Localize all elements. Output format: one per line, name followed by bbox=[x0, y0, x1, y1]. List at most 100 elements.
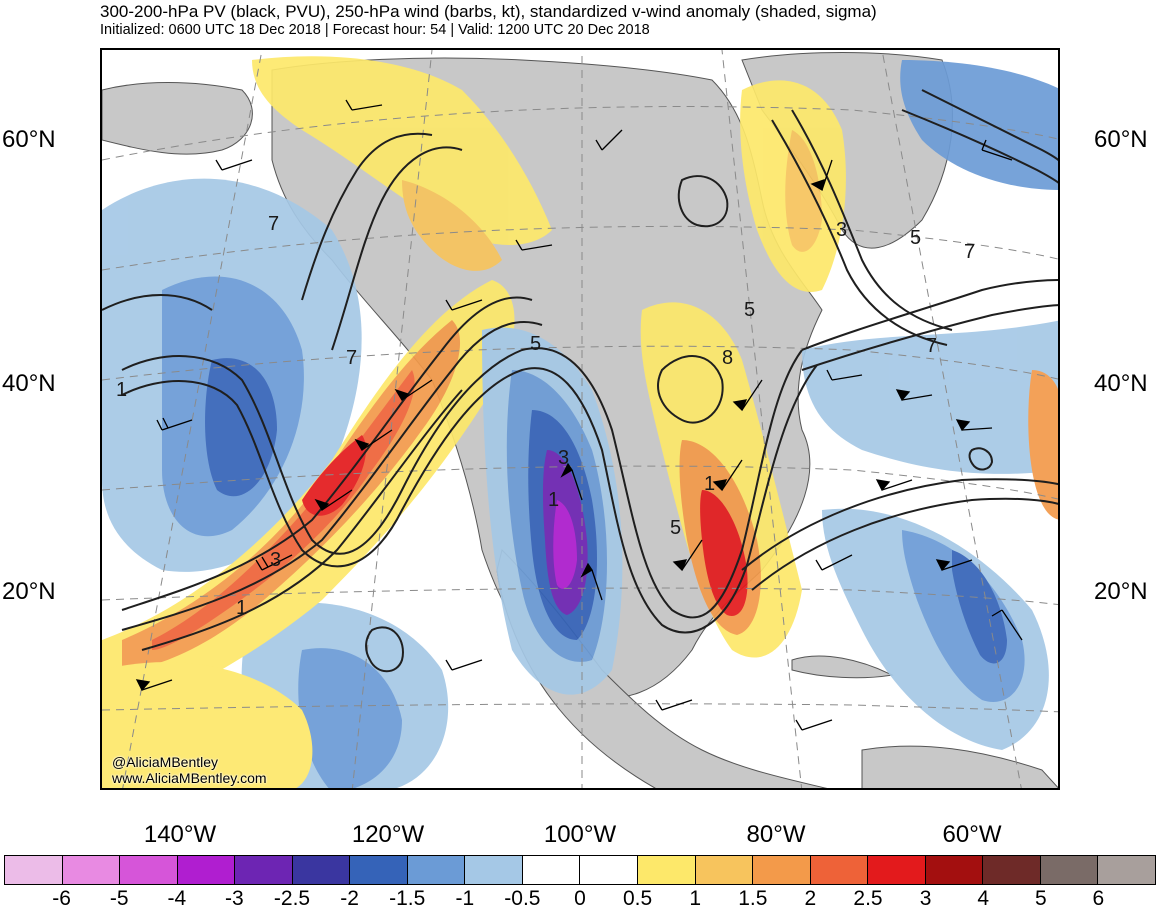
pv-contour-15 bbox=[901, 109, 1058, 184]
colorbar-cell-13 bbox=[753, 856, 811, 884]
graticule-lat-10 bbox=[102, 703, 1058, 713]
barb-16 bbox=[875, 479, 913, 492]
barb-20 bbox=[810, 159, 833, 192]
colorbar-tick-4: -2.5 bbox=[273, 887, 311, 910]
colorbar-tick-3: -3 bbox=[225, 887, 244, 910]
land-south-america bbox=[861, 745, 1058, 788]
contour-labels: 7 1 7 3 1 5 3 1 8 5 1 5 3 5 7 7 bbox=[116, 213, 975, 619]
barb-24 bbox=[655, 699, 693, 711]
contour-label-6: 5 bbox=[530, 333, 541, 355]
contour-label-2: 1 bbox=[116, 379, 127, 401]
barb-27 bbox=[345, 99, 383, 111]
land-cuba bbox=[791, 655, 894, 679]
pv-contour-12 bbox=[791, 109, 953, 331]
colorbar-cell-16 bbox=[925, 856, 984, 884]
anomaly-blue-ne bbox=[900, 60, 1058, 190]
contour-label-9: 8 bbox=[722, 347, 733, 369]
graticule-lat-20 bbox=[102, 587, 1058, 606]
anomaly-yellow-south bbox=[102, 662, 313, 788]
anomaly-orange-jet-mid bbox=[122, 320, 461, 670]
map-svg: 7 1 7 3 1 5 3 1 8 5 1 5 3 5 7 7 bbox=[102, 50, 1058, 788]
colorbar-cell-4 bbox=[235, 856, 293, 884]
contour-label-11: 1 bbox=[704, 473, 715, 495]
anomaly-blue-atlantic bbox=[802, 320, 1058, 474]
pv-contour-closed-d bbox=[968, 447, 994, 471]
colorbar bbox=[4, 855, 1156, 885]
contour-label-5: 1 bbox=[236, 597, 247, 619]
colorbar-tick-13: 2 bbox=[804, 887, 817, 910]
colorbar-cell-12 bbox=[695, 856, 754, 884]
barb-25 bbox=[795, 719, 833, 731]
colorbar-tick-10: 0.5 bbox=[622, 887, 653, 910]
pv-contour-6 bbox=[331, 146, 463, 351]
colorbar-cell-11 bbox=[638, 856, 696, 884]
colorbar-tick-7: -1 bbox=[455, 887, 475, 910]
barb-6 bbox=[445, 299, 483, 311]
land-alaska-coast bbox=[102, 82, 253, 155]
pv-contour-1 bbox=[121, 347, 803, 619]
contour-label-1: 7 bbox=[268, 213, 279, 235]
contour-label-8: 1 bbox=[548, 489, 559, 511]
graticule-lon-120 bbox=[351, 50, 433, 788]
pv-contour-14 bbox=[921, 89, 1058, 161]
colorbar-tick-1: -5 bbox=[109, 887, 129, 910]
anomaly-red-jet-peak bbox=[302, 435, 366, 516]
anomaly-blue-sw-core bbox=[298, 648, 402, 788]
lat-label-left-40: 40°N bbox=[2, 370, 56, 397]
anomaly-red-east bbox=[700, 490, 748, 616]
contour-label-14: 5 bbox=[910, 227, 921, 249]
barb-10 bbox=[672, 539, 703, 572]
colorbar-tick-17: 5 bbox=[1034, 887, 1047, 910]
graticule-lat-30 bbox=[102, 465, 1058, 500]
lon-label-60w: 60°W bbox=[942, 821, 1002, 848]
colorbar-tick-11: 1 bbox=[689, 887, 702, 910]
colorbar-cell-5 bbox=[292, 856, 351, 884]
colorbar-cell-15 bbox=[868, 856, 926, 884]
colorbar-cell-9 bbox=[522, 856, 581, 884]
pv-contour-8 bbox=[801, 279, 1058, 351]
barb-8 bbox=[560, 462, 583, 501]
colorbar-cell-2 bbox=[120, 856, 178, 884]
colorbar-cell-14 bbox=[810, 856, 869, 884]
barb-5 bbox=[394, 379, 433, 402]
colorbar-cell-3 bbox=[177, 856, 236, 884]
contour-label-13: 3 bbox=[836, 219, 847, 241]
barb-12 bbox=[732, 379, 763, 412]
barb-3 bbox=[314, 489, 353, 512]
colorbar-tick-2: -4 bbox=[167, 887, 187, 910]
graticule-lat-40 bbox=[102, 345, 1058, 381]
pv-contour-16 bbox=[102, 294, 213, 311]
colorbar-cell-18 bbox=[1040, 856, 1099, 884]
pv-contours bbox=[102, 89, 1058, 673]
graticule-lon-80 bbox=[721, 50, 803, 788]
colorbar-tick-0: -6 bbox=[52, 887, 71, 910]
lat-label-left-20: 20°N bbox=[2, 578, 56, 605]
colorbar-tick-6: -1.5 bbox=[389, 887, 426, 910]
credit-site: www.AliciaMBentley.com bbox=[112, 770, 267, 786]
credit-handle: @AliciaMBentley bbox=[112, 754, 219, 770]
barb-21 bbox=[981, 139, 1013, 161]
contour-label-12: 5 bbox=[670, 517, 681, 539]
graticule bbox=[102, 50, 1058, 788]
colorbar-tick-18: 6 bbox=[1092, 887, 1105, 910]
pv-contour-11 bbox=[751, 497, 1058, 591]
pv-contour-4 bbox=[121, 321, 543, 631]
pv-contour-3 bbox=[121, 296, 533, 611]
pv-contour-10 bbox=[741, 478, 1058, 571]
anomaly-magenta-trough bbox=[553, 500, 577, 589]
colorbar-tick-9: 0 bbox=[574, 887, 586, 910]
colorbar-tick-16: 4 bbox=[977, 887, 990, 910]
colorbar-cell-7 bbox=[407, 856, 466, 884]
pv-contour-2 bbox=[121, 364, 818, 634]
colorbar-cell-19 bbox=[1098, 856, 1155, 884]
graticule-lat-60 bbox=[102, 106, 1058, 161]
pv-contour-7 bbox=[301, 132, 433, 301]
pv-contour-closed-b bbox=[657, 355, 724, 424]
colorbar-labels: -6 -5 -4 -3 -2.5 -2 -1.5 -1 -0.5 0 0.5 1 1.5 2 2.5 3 4 5 6 bbox=[0, 888, 1160, 912]
lon-label-100w: 100°W bbox=[543, 821, 617, 848]
barb-11 bbox=[712, 459, 743, 492]
colorbar-cell-1 bbox=[62, 856, 121, 884]
lat-label-right-60: 60°N bbox=[1094, 126, 1148, 153]
barb-4 bbox=[354, 429, 393, 452]
lat-label-right-40: 40°N bbox=[1094, 370, 1148, 397]
